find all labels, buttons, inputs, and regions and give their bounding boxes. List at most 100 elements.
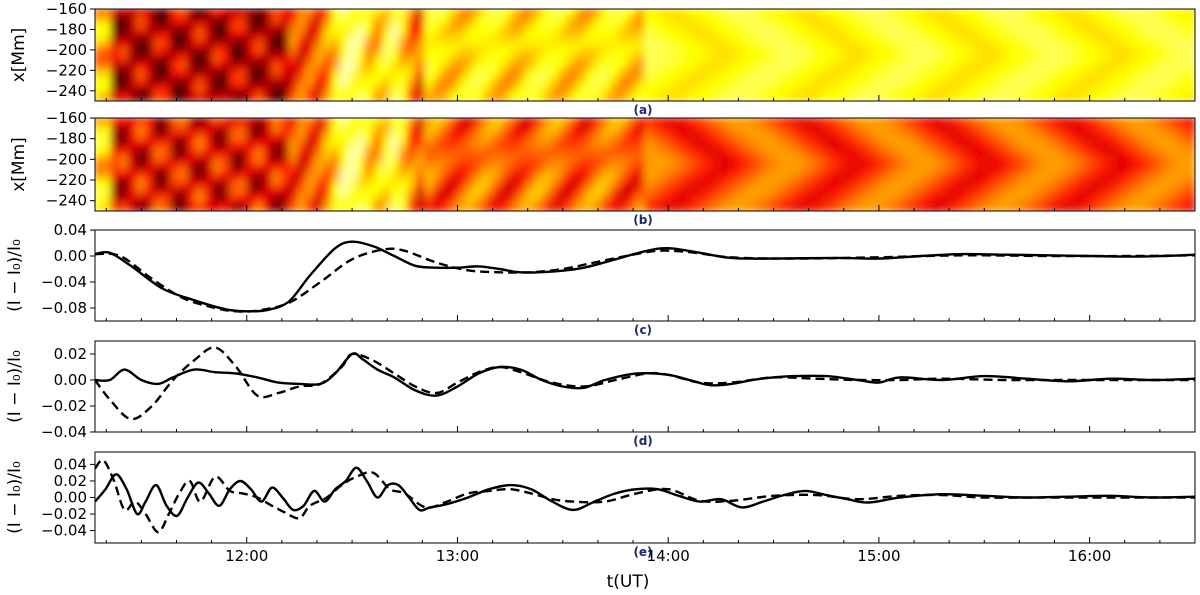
- heatmap-cell: [144, 132, 156, 143]
- heatmap-cell: [314, 179, 325, 189]
- heatmap-cell: [1050, 179, 1061, 189]
- heatmap-cell: [280, 140, 291, 151]
- heatmap-cell: [398, 69, 410, 79]
- heatmap-cell: [1143, 84, 1154, 95]
- heatmap-cell: [102, 171, 113, 182]
- heatmap-cell: [1033, 31, 1044, 41]
- heatmap-cell: [339, 84, 350, 95]
- heatmap-cell: [830, 202, 841, 211]
- heatmap-cell: [280, 77, 291, 87]
- heatmap-cell: [559, 186, 570, 197]
- heatmap-cell: [1117, 23, 1129, 33]
- heatmap-cell: [804, 155, 816, 166]
- heatmap-cell: [711, 163, 723, 174]
- heatmap-cell: [246, 148, 257, 158]
- heatmap-cell: [703, 194, 714, 205]
- heatmap-cell: [517, 9, 528, 18]
- heatmap-cell: [635, 38, 646, 49]
- heatmap-cell: [965, 84, 976, 95]
- heatmap-cell: [322, 202, 333, 211]
- heatmap-cell: [263, 171, 274, 182]
- heatmap-cell: [95, 61, 105, 72]
- heatmap-cell: [1160, 155, 1171, 166]
- heatmap-cell: [720, 155, 731, 166]
- heatmap-cell: [610, 186, 621, 197]
- heatmap-cell: [1126, 179, 1137, 189]
- heatmap-cell: [787, 202, 799, 211]
- heatmap-cell: [1024, 148, 1036, 158]
- heatmap-cell: [880, 61, 892, 72]
- heatmap-cell: [686, 118, 697, 127]
- heatmap-cell: [1058, 15, 1070, 26]
- heatmap-cell: [703, 31, 714, 41]
- heatmap-cell: [635, 15, 646, 26]
- heatmap-cell: [660, 15, 672, 26]
- heatmap-cell: [237, 9, 249, 18]
- heatmap-cell: [237, 61, 249, 72]
- heatmap-cell: [830, 186, 841, 197]
- heatmap-cell: [263, 61, 274, 72]
- heatmap-cell: [677, 155, 689, 166]
- heatmap-cell: [677, 118, 689, 127]
- heatmap-cell: [119, 148, 130, 158]
- heatmap-cell: [119, 179, 130, 189]
- heatmap-cell: [1126, 61, 1137, 72]
- heatmap-cell: [1067, 38, 1078, 49]
- heatmap-cell: [550, 163, 562, 174]
- heatmap-cell: [694, 61, 706, 72]
- heatmap-cell: [449, 77, 460, 87]
- heatmap-cell: [787, 194, 799, 205]
- heatmap-cell: [931, 148, 943, 158]
- heatmap-cell: [914, 38, 926, 49]
- heatmap-cell: [618, 15, 630, 26]
- heatmap-cell: [677, 132, 689, 143]
- heatmap-cell: [178, 92, 190, 101]
- heatmap-cell: [330, 148, 342, 158]
- heatmap-cell: [491, 155, 503, 166]
- heatmap-cell: [195, 15, 206, 26]
- heatmap-cell: [601, 54, 613, 64]
- heatmap-cell: [314, 124, 325, 135]
- heatmap-cell: [787, 179, 799, 189]
- heatmap-cell: [1168, 38, 1180, 49]
- heatmap-cell: [364, 163, 376, 174]
- heatmap-cell: [720, 124, 731, 135]
- heatmap-cell: [254, 38, 266, 49]
- heatmap-cell: [237, 186, 249, 197]
- heatmap-cell: [170, 77, 181, 87]
- heatmap-cell: [1134, 84, 1146, 95]
- heatmap-cell: [567, 194, 579, 205]
- heatmap-cell: [1041, 163, 1053, 174]
- heatmap-cell: [534, 23, 545, 33]
- heatmap-cell: [153, 46, 164, 56]
- heatmap-cell: [466, 9, 477, 18]
- heatmap-cell: [669, 118, 680, 127]
- heatmap-cell: [965, 202, 976, 211]
- heatmap-cell: [982, 46, 993, 56]
- heatmap-cell: [567, 202, 579, 211]
- heatmap-cell: [728, 163, 740, 174]
- heatmap-cell: [1058, 179, 1070, 189]
- heatmap-cell: [864, 46, 875, 56]
- heatmap-cell: [1092, 54, 1103, 64]
- heatmap-cell: [711, 202, 723, 211]
- heatmap-cell: [483, 46, 494, 56]
- heatmap-cell: [280, 132, 291, 143]
- heatmap-cell: [263, 15, 274, 26]
- heatmap-cell: [1109, 23, 1120, 33]
- heatmap-cell: [914, 124, 926, 135]
- heatmap-cell: [1160, 23, 1171, 33]
- heatmap-cell: [737, 38, 748, 49]
- heatmap-cell: [229, 124, 240, 135]
- heatmap-cell: [347, 9, 359, 18]
- heatmap-cell: [1075, 38, 1086, 49]
- heatmap-cell: [1058, 132, 1070, 143]
- heatmap-cell: [880, 163, 892, 174]
- heatmap-cell: [1126, 194, 1137, 205]
- heatmap-cell: [770, 9, 782, 18]
- heatmap-cell: [982, 132, 993, 143]
- heatmap-cell: [720, 171, 731, 182]
- heatmap-cell: [1041, 155, 1053, 166]
- heatmap-cell: [407, 77, 418, 87]
- heatmap-cell: [593, 171, 604, 182]
